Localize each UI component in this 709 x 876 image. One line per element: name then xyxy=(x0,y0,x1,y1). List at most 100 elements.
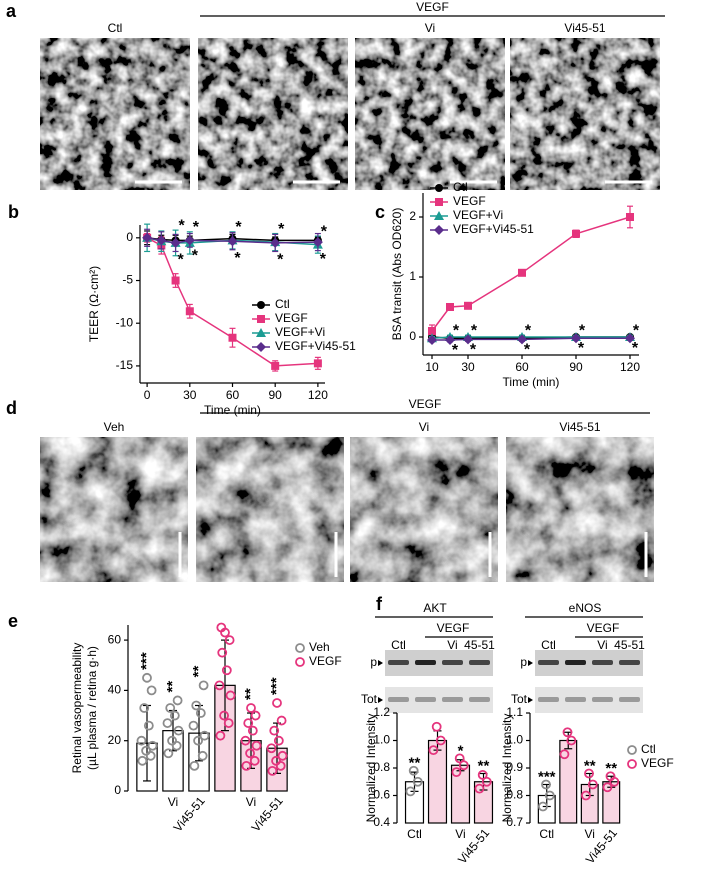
series-line xyxy=(431,336,630,339)
data-point xyxy=(224,635,235,645)
significance: * xyxy=(277,252,284,269)
blot-band xyxy=(538,660,559,665)
significance: * xyxy=(471,322,478,339)
significance: * xyxy=(453,322,460,339)
x-tick-label: Ctl xyxy=(539,827,554,841)
marker xyxy=(184,235,195,246)
legend-label: Ctl xyxy=(453,180,468,194)
x-tick-label: 120 xyxy=(620,360,640,374)
data-point xyxy=(241,760,252,771)
data-point xyxy=(246,703,256,713)
x-tick-label: 30 xyxy=(461,360,475,374)
legend-marker xyxy=(256,342,266,352)
y-axis-label: (µL plasma / retina g·h) xyxy=(85,646,99,770)
data-point xyxy=(405,786,416,797)
data-point xyxy=(141,745,151,756)
legend-label: VEGF xyxy=(641,756,674,770)
data-point xyxy=(199,730,210,741)
legend-label: Ctl xyxy=(641,742,656,756)
data-point xyxy=(431,721,442,732)
legend-marker xyxy=(257,315,265,323)
row-label: p xyxy=(370,655,377,669)
significance: * xyxy=(579,322,586,339)
x-tick-label: Vi xyxy=(585,827,595,841)
data-point xyxy=(142,672,152,683)
y-tick-label: 60 xyxy=(108,632,122,646)
data-point xyxy=(250,710,261,721)
data-point xyxy=(605,771,616,782)
marker xyxy=(185,307,194,316)
y-tick-label: 0.8 xyxy=(506,788,523,802)
data-point xyxy=(215,730,226,741)
data-point xyxy=(458,760,469,771)
data-point xyxy=(249,755,260,766)
data-point xyxy=(214,680,225,691)
panel-letter: b xyxy=(8,202,19,222)
lane-label: 45-51 xyxy=(464,638,495,652)
marker xyxy=(464,301,472,310)
marker xyxy=(228,333,237,342)
significance: * xyxy=(193,219,200,236)
data-point xyxy=(428,745,439,756)
significance: *** xyxy=(268,677,285,695)
y-tick-label: -10 xyxy=(116,315,134,329)
y-tick-label: 0.4 xyxy=(373,815,390,829)
image-label: Veh xyxy=(104,420,125,434)
protein-label: eNOS xyxy=(569,601,602,615)
marker xyxy=(445,335,455,345)
marker xyxy=(625,333,635,344)
legend-label: VEGF xyxy=(309,654,342,668)
blot-band xyxy=(565,697,586,702)
data-point xyxy=(477,769,488,780)
micrograph-texture xyxy=(355,38,505,190)
marker xyxy=(517,334,527,345)
y-axis-label: BSA transit (Abs OD620) xyxy=(390,208,404,341)
data-point xyxy=(435,735,446,746)
data-point xyxy=(544,790,555,801)
blot-band xyxy=(592,697,613,702)
data-point xyxy=(251,740,262,751)
panel-letter: c xyxy=(375,202,385,222)
lane-label: 45-51 xyxy=(614,638,645,652)
data-point xyxy=(271,755,281,766)
significance: *** xyxy=(138,652,155,670)
data-point xyxy=(169,710,180,721)
significance: * xyxy=(470,341,477,358)
y-tick-label: 0 xyxy=(126,230,133,244)
data-point xyxy=(481,776,492,787)
y-tick-label: -15 xyxy=(116,358,134,372)
image-label: Vi xyxy=(425,21,435,35)
legend-marker xyxy=(435,184,443,192)
data-point xyxy=(562,727,573,738)
significance: ** xyxy=(242,688,259,700)
data-point xyxy=(191,700,202,711)
significance: * xyxy=(524,341,531,358)
blot-band xyxy=(442,660,463,665)
significance: * xyxy=(578,340,585,357)
y-tick-label: 1 xyxy=(409,269,416,283)
marker xyxy=(518,268,526,277)
marker xyxy=(626,213,634,221)
legend-label: VEGF xyxy=(453,194,486,208)
panel-letter: d xyxy=(6,398,17,418)
marker xyxy=(312,237,323,248)
significance: *** xyxy=(538,768,556,785)
data-point xyxy=(146,685,157,696)
y-tick-label: 0.9 xyxy=(506,760,523,774)
data-point xyxy=(162,718,173,728)
data-point xyxy=(139,703,150,713)
y-tick-label: 0 xyxy=(114,783,121,797)
data-point xyxy=(219,710,229,721)
y-tick-label: 1.0 xyxy=(373,733,390,747)
data-point xyxy=(451,767,462,778)
y-axis-label: TEER (Ω·cm²) xyxy=(87,266,101,342)
y-tick-label: 2 xyxy=(409,209,416,223)
marker xyxy=(427,335,437,345)
significance: * xyxy=(633,322,640,339)
data-point xyxy=(198,680,209,691)
data-point xyxy=(193,735,203,746)
group-label: VEGF xyxy=(416,0,449,14)
x-tick-label: Vi xyxy=(168,795,178,809)
marker xyxy=(171,276,180,285)
